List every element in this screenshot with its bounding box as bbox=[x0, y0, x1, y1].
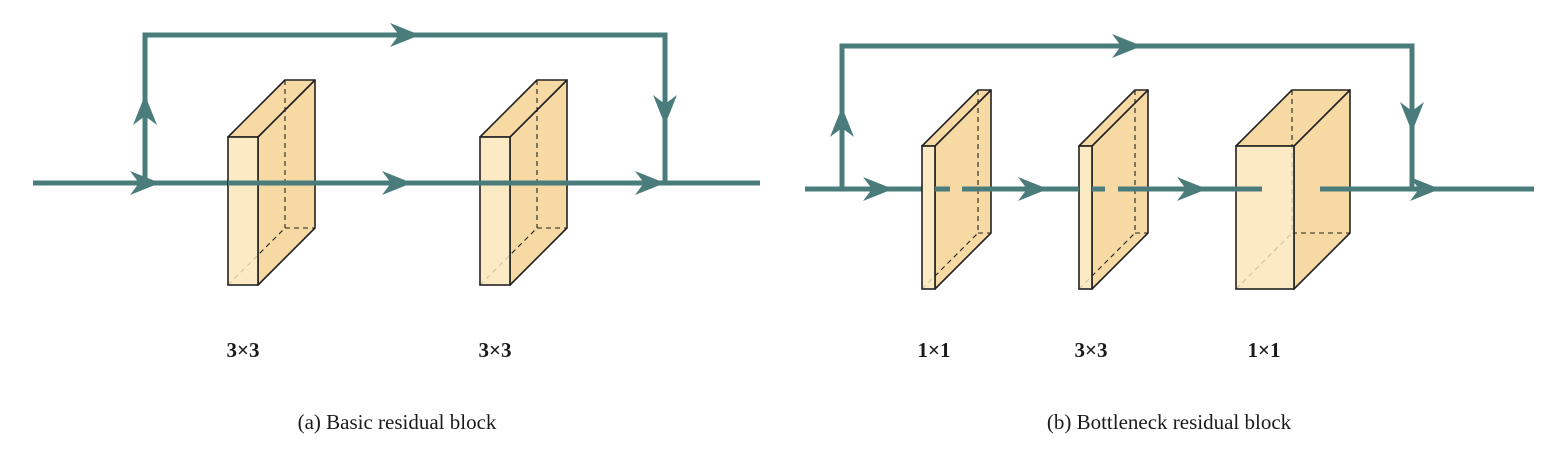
kernel-label-b1: 1×1 bbox=[917, 338, 951, 362]
arrow-b-skip-up bbox=[830, 107, 854, 137]
caption-basic-block: (a) Basic residual block bbox=[297, 410, 497, 434]
conv-block-a1-front bbox=[227, 136, 259, 286]
conv-block-b1-front bbox=[921, 145, 936, 290]
conv-block-b2-front bbox=[1078, 145, 1093, 290]
arrow-b-skip-down bbox=[1400, 102, 1424, 132]
arrow-b-out bbox=[1410, 177, 1440, 201]
conv-block-b2 bbox=[1078, 89, 1149, 290]
kernel-label-b3: 1×1 bbox=[1247, 338, 1281, 362]
arrow-b-mid2 bbox=[1177, 177, 1207, 201]
arrow-a-mid bbox=[382, 171, 412, 195]
arrow-a-skip-down bbox=[653, 95, 677, 125]
kernel-label-a2: 3×3 bbox=[478, 338, 512, 362]
arrow-a-skip-up bbox=[133, 95, 157, 125]
arrow-a-in bbox=[130, 171, 160, 195]
kernel-label-a1: 3×3 bbox=[226, 338, 260, 362]
arrow-a-skip-top bbox=[390, 23, 420, 47]
arrow-b-skip-top bbox=[1112, 34, 1142, 58]
arrow-a-out bbox=[635, 171, 665, 195]
arrow-b-in bbox=[863, 177, 893, 201]
caption-bottleneck-block: (b) Bottleneck residual block bbox=[1046, 410, 1292, 434]
kernel-label-b2: 3×3 bbox=[1074, 338, 1108, 362]
conv-block-b3-front bbox=[1235, 145, 1295, 290]
skip-connection-a bbox=[142, 32, 668, 183]
arrow-b-mid1 bbox=[1018, 177, 1048, 201]
conv-block-a2-front bbox=[479, 136, 511, 286]
